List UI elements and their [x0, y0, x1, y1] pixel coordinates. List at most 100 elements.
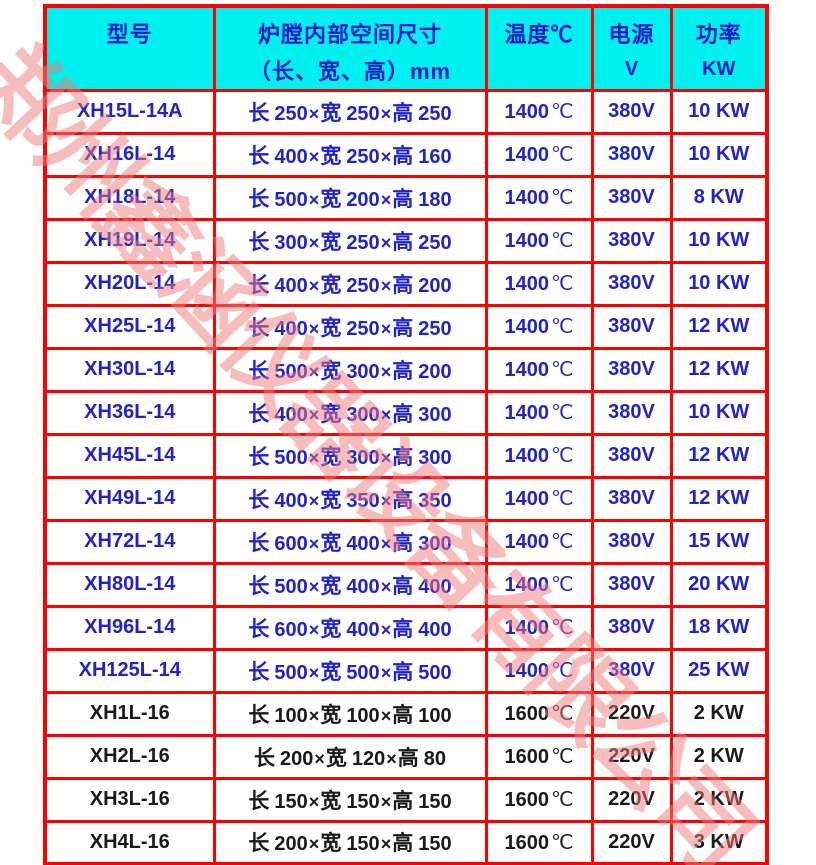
times-symbol: × [380, 576, 392, 597]
voltage-cell: 380V [590, 217, 673, 264]
dims-cell: 长 400×宽 250×高 160 [212, 131, 488, 178]
times-symbol: × [380, 232, 392, 253]
dim-label: 高 [392, 315, 414, 340]
model-cell: XH15L-14A [43, 88, 216, 135]
dim-value: 300 [346, 360, 380, 383]
dim-label: 长 [248, 573, 270, 598]
power-cell: 2 KW [669, 690, 769, 737]
voltage-cell: 380V [590, 131, 673, 178]
dim-value: 180 [418, 188, 452, 211]
model-cell: XH20L-14 [43, 260, 216, 307]
temp-unit: ℃ [551, 617, 574, 639]
dims-cell: 长 400×宽 250×高 250 [212, 303, 488, 350]
model-cell: XH16L-14 [43, 131, 216, 178]
voltage-cell: 220V [590, 733, 673, 780]
times-symbol: × [380, 662, 392, 683]
dim-label: 长 [253, 745, 275, 770]
temp-unit: ℃ [551, 445, 574, 467]
power-cell: 20 KW [669, 561, 769, 608]
temp-cell: 1400 ℃ [484, 432, 594, 479]
power-cell: 10 KW [669, 217, 769, 264]
dim-value: 100 [346, 704, 380, 727]
power-cell: 25 KW [669, 647, 769, 694]
dims-cell: 长 500×宽 200×高 180 [212, 174, 488, 221]
model-cell: XH19L-14 [43, 217, 216, 264]
times-symbol: × [380, 318, 392, 339]
dim-label: 宽 [320, 315, 342, 340]
table-row: XH19L-14 长 300×宽 250×高 250 1400 ℃ 380V 10 KW [43, 217, 769, 264]
dim-value: 300 [418, 403, 452, 426]
dim-label: 高 [392, 358, 414, 383]
table-row: XH45L-14 长 500×宽 300×高 300 1400 ℃ 380V 12 KW [43, 432, 769, 479]
dim-label: 宽 [320, 616, 342, 641]
dim-label: 高 [392, 401, 414, 426]
dim-label: 高 [392, 186, 414, 211]
header-model-label: 型号 [106, 21, 153, 47]
dim-label: 长 [248, 444, 270, 469]
times-symbol: × [380, 275, 392, 296]
temp-cell: 1600 ℃ [484, 733, 594, 780]
dim-value: 200 [274, 833, 308, 856]
table-header: 型号 炉膛内部空间尺寸 （长、宽、高）mm 温度℃ 电源 V 功率 KW [43, 4, 769, 92]
power-cell: 10 KW [669, 389, 769, 436]
power-cell: 10 KW [669, 131, 769, 178]
model-cell: XH30L-14 [43, 346, 216, 393]
power-cell: 2 KW [669, 733, 769, 780]
times-symbol: × [380, 791, 392, 812]
temp-cell: 1400 ℃ [484, 518, 594, 565]
dim-label: 高 [392, 272, 414, 297]
table-row: XH20L-14 长 400×宽 250×高 200 1400 ℃ 380V 10 KW [43, 260, 769, 307]
dim-value: 300 [418, 446, 452, 469]
table-row: XH4L-16 长 200×宽 150×高 150 1600 ℃ 220V 3 KW [43, 819, 769, 865]
temp-value: 1400 [504, 574, 550, 596]
dim-label: 宽 [320, 487, 342, 512]
temp-cell: 1400 ℃ [484, 561, 594, 608]
times-symbol: × [308, 705, 320, 726]
times-symbol: × [314, 748, 325, 769]
dim-value: 250 [418, 317, 452, 340]
dims-cell: 长 400×宽 300×高 300 [212, 389, 488, 436]
table-row: XH36L-14 长 400×宽 300×高 300 1400 ℃ 380V 10 KW [43, 389, 769, 436]
times-symbol: × [308, 447, 320, 468]
dim-label: 长 [248, 401, 270, 426]
temp-unit: ℃ [551, 660, 574, 682]
dim-label: 宽 [320, 788, 342, 813]
times-symbol: × [308, 490, 320, 511]
temp-cell: 1400 ℃ [484, 647, 594, 694]
dim-label: 长 [248, 143, 270, 168]
dim-value: 150 [418, 790, 452, 813]
dim-label: 宽 [320, 530, 342, 555]
times-symbol: × [380, 404, 392, 425]
table-body: XH15L-14A 长 250×宽 250×高 250 1400 ℃ 380V 10 K… [43, 88, 769, 865]
model-cell: XH80L-14 [43, 561, 216, 608]
power-cell: 12 KW [669, 432, 769, 479]
model-cell: XH1L-16 [43, 690, 216, 737]
dim-value: 200 [279, 747, 314, 770]
dims-cell: 长 400×宽 250×高 200 [212, 260, 488, 307]
model-cell: XH125L-14 [43, 647, 216, 694]
temp-value: 1400 [504, 273, 550, 295]
dim-value: 400 [274, 489, 308, 512]
model-cell: XH96L-14 [43, 604, 216, 651]
dim-label: 高 [392, 788, 414, 813]
temp-value: 1400 [504, 402, 550, 424]
temp-value: 1400 [504, 445, 550, 467]
times-symbol: × [308, 834, 320, 855]
temp-cell: 1400 ℃ [484, 604, 594, 651]
temp-unit: ℃ [551, 273, 574, 295]
dim-value: 400 [418, 618, 452, 641]
dim-label: 长 [248, 272, 270, 297]
dims-cell: 长 500×宽 500×高 500 [212, 647, 488, 694]
dim-value: 350 [346, 489, 380, 512]
voltage-cell: 380V [590, 346, 673, 393]
times-symbol: × [308, 404, 320, 425]
dim-label: 长 [248, 788, 270, 813]
table-row: XH2L-16 长 200×宽 120×高 80 1600 ℃ 220V 2 KW [43, 733, 769, 780]
header-power-line2: KW [702, 58, 736, 80]
dim-label: 宽 [320, 401, 342, 426]
dim-label: 宽 [320, 831, 342, 856]
dim-value: 400 [418, 575, 452, 598]
temp-cell: 1600 ℃ [484, 776, 594, 823]
voltage-cell: 380V [590, 518, 673, 565]
model-cell: XH4L-16 [43, 819, 216, 865]
